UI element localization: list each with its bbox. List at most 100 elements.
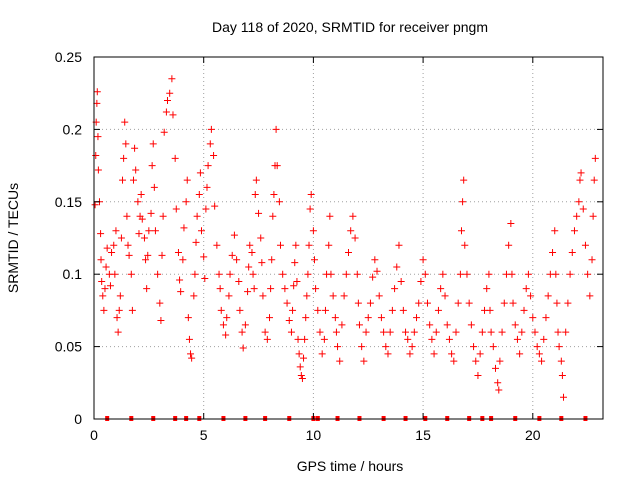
grid-lines [94,57,603,419]
data-point [177,288,185,296]
data-point [183,176,191,184]
data-point [249,270,257,278]
data-point [294,335,302,343]
data-point [568,248,576,256]
data-point [255,209,263,217]
data-point [557,357,565,365]
data-point [570,227,578,235]
data-point [498,328,506,336]
data-point [94,133,102,141]
data-point [491,364,499,372]
data-point [413,314,421,322]
data-point [310,256,318,264]
data-point [373,267,381,275]
data-point [268,256,276,264]
data-point [193,212,201,220]
data-point [266,314,274,322]
data-point [121,118,129,126]
y-tick-label: 0.25 [55,49,82,65]
data-point [307,191,315,199]
data-point [533,343,541,351]
data-point [331,314,339,322]
data-point [289,306,297,314]
data-point [184,314,192,322]
data-point [185,335,193,343]
chart-title: Day 118 of 2020, SRMTID for receiver png… [212,19,488,35]
data-point [360,357,368,365]
data-point [511,321,519,329]
data-point [377,314,385,322]
data-point [117,234,125,242]
data-point [124,241,132,249]
data-point [233,256,241,264]
data-point [406,350,414,358]
data-point [402,328,410,336]
data-point [196,169,204,177]
data-point [131,144,139,152]
data-point [113,314,121,322]
data-points [91,75,599,401]
data-point [507,220,515,228]
data-point [485,270,493,278]
x-tick-label: 20 [525,427,541,443]
data-point [263,335,271,343]
y-tick-label: 0.05 [55,339,82,355]
data-point [549,248,557,256]
data-point [94,166,102,174]
data-point [151,227,159,235]
data-point [576,176,584,184]
data-point [332,328,340,336]
data-point [125,251,133,259]
data-point [577,169,585,177]
data-point [393,263,401,271]
data-point [114,328,122,336]
data-point [259,292,267,300]
data-point [579,205,587,213]
data-point [236,306,244,314]
data-point [327,270,335,278]
data-point [269,212,277,220]
data-point [589,212,597,220]
x-tick-label: 15 [415,427,431,443]
data-point [122,140,130,148]
y-axis-label: SRMTID / TECUs [5,183,21,293]
data-point [138,215,146,223]
data-point [158,251,166,259]
data-point [450,357,458,365]
data-point [306,205,314,213]
data-point [417,277,425,285]
data-point [542,314,550,322]
data-point [207,125,215,133]
data-point [102,263,110,271]
data-point [535,350,543,358]
data-point [366,299,374,307]
data-point [441,292,449,300]
data-point [554,328,562,336]
data-point [285,317,293,325]
data-point [176,276,184,284]
data-point [203,183,211,191]
data-point [246,241,254,249]
data-point [419,256,427,264]
data-point [384,350,392,358]
data-point [204,162,212,170]
data-point [98,277,106,285]
data-point [149,140,157,148]
data-point [270,191,278,199]
data-point [555,343,563,351]
data-point [144,251,152,259]
data-point [112,227,120,235]
data-point [321,306,329,314]
data-point [157,317,165,325]
data-point [108,248,116,256]
data-point [575,198,583,206]
data-point [553,299,561,307]
data-point [291,259,299,267]
data-point [159,212,167,220]
data-point [518,328,526,336]
data-point [213,241,221,249]
data-point [127,270,135,278]
data-point [261,328,269,336]
data-point [334,343,342,351]
